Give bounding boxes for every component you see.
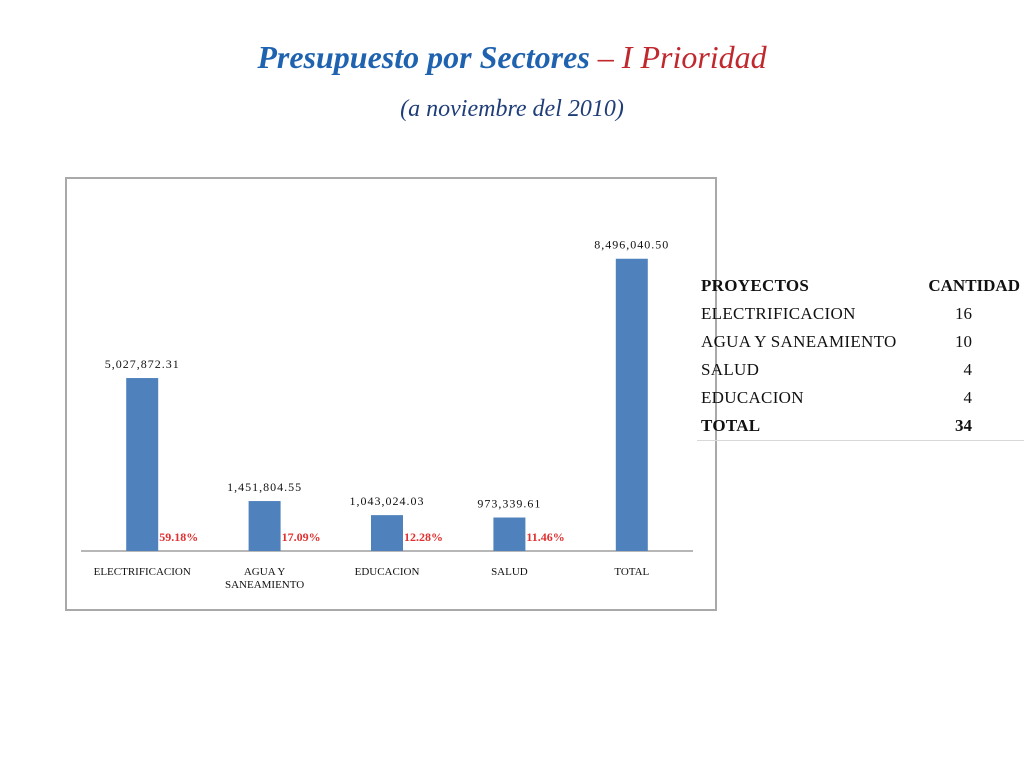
x-tick-label: SALUD	[491, 566, 528, 578]
title-priority: I Prioridad	[621, 39, 767, 75]
title-main: Presupuesto por Sectores	[257, 39, 590, 75]
percent-label: 11.46%	[526, 530, 564, 544]
x-tick-label: AGUA Y	[244, 566, 286, 578]
x-tick-label: ELECTRIFICACION	[94, 566, 191, 578]
x-tick-label: TOTAL	[614, 566, 649, 578]
table-divider	[697, 440, 1024, 441]
total-label: TOTAL	[701, 416, 761, 435]
bar	[371, 515, 403, 551]
bar	[493, 517, 526, 551]
data-label: 5,027,872.31	[105, 357, 180, 371]
title-dash: –	[589, 39, 622, 75]
table-row: AGUA Y SANEAMIENTO 10	[697, 328, 1024, 356]
slide-subtitle: (a noviembre del 2010)	[400, 96, 624, 122]
row-name: AGUA Y SANEAMIENTO	[701, 332, 897, 351]
row-qty: 4	[963, 388, 973, 407]
bar	[615, 258, 648, 551]
projects-table: PROYECTOS CANTIDAD ELECTRIFICACION 16 AG…	[697, 272, 1024, 441]
row-qty: 16	[955, 304, 972, 323]
percent-label: 12.28%	[404, 530, 443, 544]
row-qty: 10	[955, 332, 972, 351]
row-name: SALUD	[701, 360, 760, 379]
row-qty: 4	[963, 360, 973, 379]
x-tick-label: EDUCACION	[355, 566, 420, 578]
table-row: SALUD 4	[697, 356, 1024, 384]
percent-label: 59.18%	[159, 530, 198, 544]
data-label: 973,339.61	[477, 497, 541, 511]
row-name: EDUCACION	[701, 388, 804, 407]
bar	[248, 501, 281, 551]
table-total-row: TOTAL 34	[697, 412, 1024, 440]
data-label: 8,496,040.50	[594, 238, 669, 252]
bar-chart: 5,027,872.31 59.18% ELECTRIFICACION 1,451,8…	[65, 177, 717, 611]
bar	[126, 378, 159, 551]
header-projects: PROYECTOS	[701, 276, 810, 295]
x-tick-label: SANEAMIENTO	[225, 579, 304, 591]
bar-chart-svg: 5,027,872.31 59.18% ELECTRIFICACION 1,451,8…	[81, 238, 693, 591]
row-name: ELECTRIFICACION	[701, 304, 856, 323]
data-label: 1,043,024.03	[350, 494, 425, 508]
table-row: ELECTRIFICACION 16	[697, 300, 1024, 328]
header-quantity: CANTIDAD	[928, 276, 1020, 295]
table-header-row: PROYECTOS CANTIDAD	[697, 272, 1024, 300]
data-label: 1,451,804.55	[227, 480, 302, 494]
total-qty: 34	[955, 416, 972, 435]
table-row: EDUCACION 4	[697, 384, 1024, 412]
slide-title: Presupuesto por Sectores – I Prioridad	[0, 39, 1024, 75]
percent-label: 17.09%	[282, 530, 321, 544]
